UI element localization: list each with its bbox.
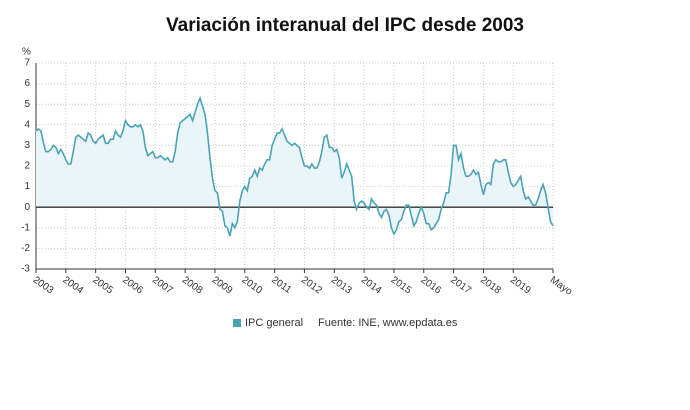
x-tick-label: 2014 bbox=[359, 275, 384, 297]
x-tick-label: 2013 bbox=[329, 275, 354, 297]
x-tick-label: 2010 bbox=[240, 275, 265, 297]
x-tick-label: 2017 bbox=[448, 275, 473, 297]
y-tick-label: 5 bbox=[24, 99, 30, 110]
y-tick-label: 2 bbox=[24, 161, 30, 172]
x-tick-label: 2003 bbox=[31, 275, 56, 297]
y-tick-label: 3 bbox=[24, 140, 30, 151]
area bbox=[36, 98, 553, 237]
y-tick-label: 4 bbox=[24, 119, 30, 130]
legend-label: IPC general bbox=[245, 317, 303, 329]
y-tick-label: 1 bbox=[24, 181, 30, 192]
x-tick-label: 2018 bbox=[478, 275, 503, 297]
x-tick-label: Mayo bbox=[548, 275, 575, 298]
y-unit: % bbox=[22, 47, 31, 58]
legend-swatch bbox=[233, 319, 241, 327]
y-tick-label: -3 bbox=[21, 264, 30, 275]
source: Fuente: INE, www.epdata.es bbox=[318, 317, 458, 329]
line bbox=[35, 95, 554, 237]
y-tick-label: -1 bbox=[21, 222, 30, 233]
y-tick-label: 6 bbox=[24, 78, 30, 89]
x-tick-label: 2019 bbox=[508, 275, 533, 297]
x-tick-label: 2006 bbox=[120, 275, 145, 297]
x-tick-label: 2015 bbox=[389, 275, 414, 297]
x-tick-label: 2005 bbox=[90, 275, 115, 297]
y-tick-label: 0 bbox=[24, 202, 30, 213]
chart-title: Variación interanual del IPC desde 2003 bbox=[166, 15, 524, 36]
x-tick-label: 2007 bbox=[150, 275, 175, 297]
x-tick-label: 2012 bbox=[299, 275, 324, 297]
y-tick-label: 7 bbox=[24, 58, 30, 69]
x-tick-label: 2008 bbox=[180, 275, 205, 297]
x-tick-label: 2011 bbox=[269, 275, 293, 297]
x-tick-label: 2009 bbox=[210, 275, 235, 297]
x-tick-label: 2004 bbox=[61, 275, 86, 297]
y-tick-label: -2 bbox=[21, 243, 30, 254]
x-tick-label: 2016 bbox=[419, 275, 444, 297]
